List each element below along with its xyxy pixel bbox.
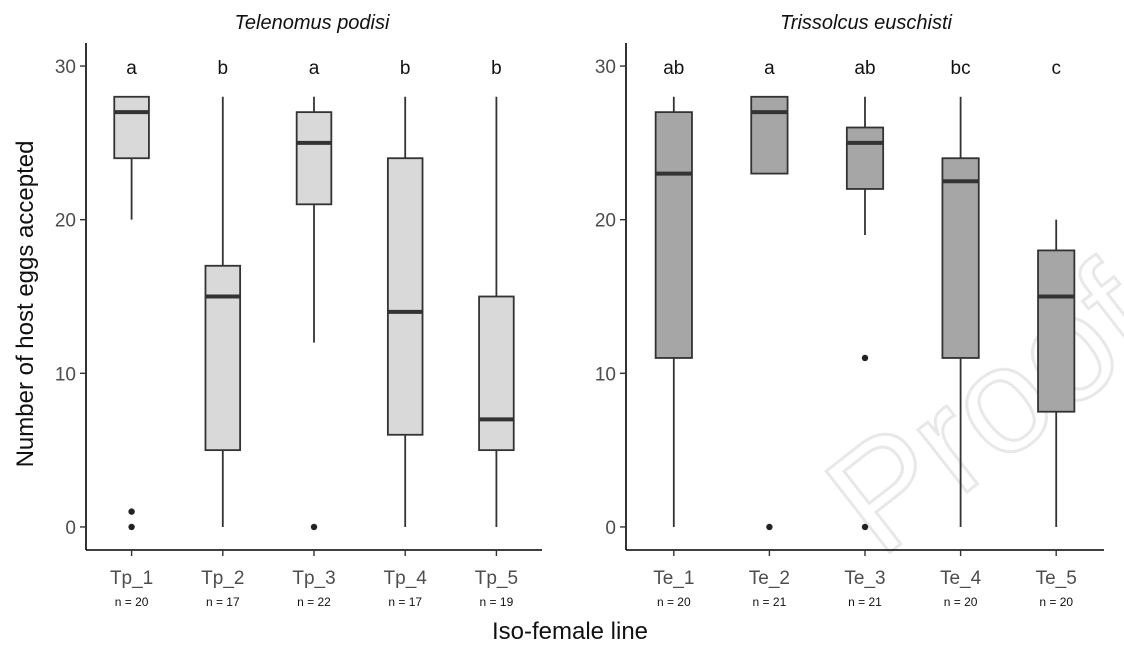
x-tick-label: Te_5 bbox=[1036, 568, 1077, 589]
y-tick-label: 0 bbox=[65, 518, 76, 539]
x-tick-label: Tp_5 bbox=[475, 568, 518, 589]
outlier-point bbox=[861, 523, 869, 531]
y-tick-label: 30 bbox=[595, 57, 616, 78]
x-tick-label: Te_3 bbox=[844, 568, 885, 589]
significance-letter: c bbox=[1051, 58, 1061, 79]
y-tick-label: 20 bbox=[55, 211, 76, 232]
x-tick-label: Tp_3 bbox=[292, 568, 335, 589]
box-iqr bbox=[386, 157, 424, 436]
box-iqr bbox=[941, 157, 980, 359]
sample-size-label: n = 20 bbox=[115, 595, 149, 609]
box-iqr bbox=[478, 295, 515, 452]
significance-letter: a bbox=[764, 58, 775, 79]
significance-letter: b bbox=[218, 58, 229, 79]
panel-left: Telenomus podisi 0 10 20 30 a Tp_1n = 20 b Tp_2… bbox=[55, 12, 542, 609]
x-tick-label: Tp_1 bbox=[110, 568, 153, 589]
outlier-point bbox=[128, 508, 135, 515]
significance-letter: b bbox=[400, 58, 411, 79]
significance-letter: b bbox=[491, 58, 502, 79]
box-iqr bbox=[1037, 249, 1076, 413]
panel-title-right: Trissolcus euschisti bbox=[780, 12, 952, 34]
panel-title-left: Telenomus podisi bbox=[235, 12, 390, 34]
sample-size-label: n = 21 bbox=[848, 595, 882, 609]
box-iqr bbox=[845, 126, 885, 190]
box-iqr bbox=[750, 95, 789, 175]
sample-size-label: n = 19 bbox=[480, 595, 514, 609]
y-tick-label: 20 bbox=[595, 211, 616, 232]
outlier-point bbox=[861, 354, 869, 362]
sample-size-label: n = 20 bbox=[657, 595, 691, 609]
x-tick-label: Te_1 bbox=[653, 568, 694, 589]
box-iqr bbox=[295, 111, 333, 206]
y-axis-title: Number of host eggs accepted bbox=[12, 141, 39, 468]
sample-size-label: n = 20 bbox=[944, 595, 978, 609]
significance-letter: ab bbox=[854, 58, 875, 79]
y-tick-label: 10 bbox=[55, 364, 76, 385]
significance-letter: ab bbox=[663, 58, 684, 79]
y-tick-label: 30 bbox=[55, 57, 76, 78]
outlier-point bbox=[766, 523, 773, 531]
panel-right: Trissolcus euschisti 0 10 20 30 ab Te_1n = 20… bbox=[595, 12, 1104, 609]
x-tick-label: Te_2 bbox=[749, 568, 790, 589]
sample-size-label: n = 20 bbox=[1039, 595, 1073, 609]
outlier-point bbox=[128, 523, 135, 531]
sample-size-label: n = 22 bbox=[297, 595, 331, 609]
x-tick-label: Tp_4 bbox=[384, 568, 428, 589]
box-iqr bbox=[113, 95, 150, 160]
significance-letter: a bbox=[126, 58, 137, 79]
x-axis-title: Iso-female line bbox=[492, 618, 648, 645]
sample-size-label: n = 21 bbox=[753, 595, 787, 609]
y-tick-label: 0 bbox=[605, 518, 616, 539]
x-tick-label: Te_4 bbox=[940, 568, 982, 589]
box-iqr bbox=[204, 264, 242, 452]
sample-size-label: n = 17 bbox=[206, 595, 240, 609]
outlier-point bbox=[310, 523, 318, 531]
box-iqr bbox=[654, 111, 693, 359]
sample-size-label: n = 17 bbox=[388, 595, 422, 609]
x-tick-label: Tp_2 bbox=[201, 568, 244, 589]
y-tick-label: 10 bbox=[595, 364, 616, 385]
significance-letter: bc bbox=[951, 58, 971, 79]
significance-letter: a bbox=[309, 58, 320, 79]
